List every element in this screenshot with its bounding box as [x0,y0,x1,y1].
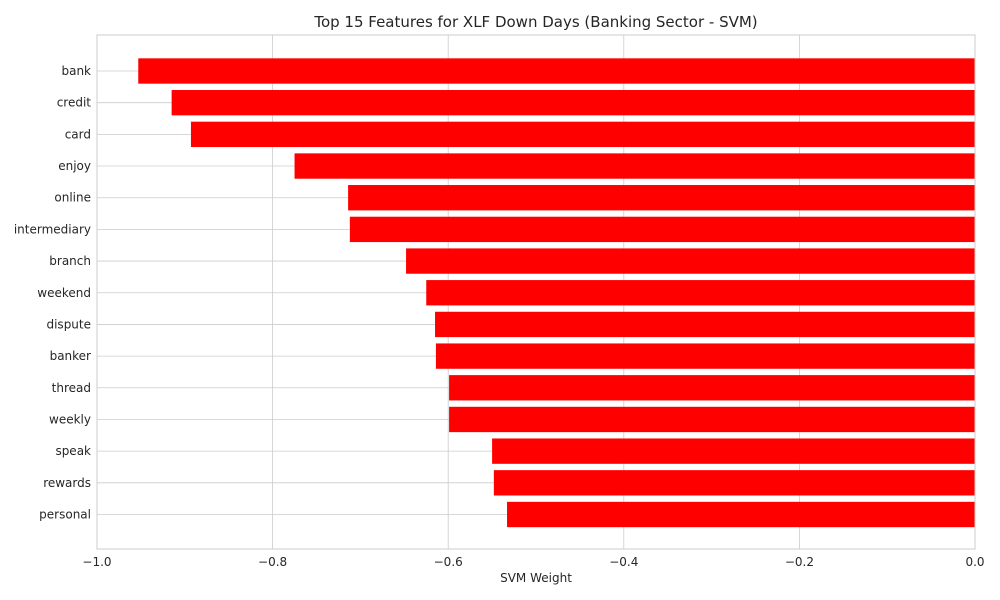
bar-bank [138,58,976,84]
y-tick-labels: bank credit card enjoy online intermediary bra… [14,64,91,522]
bar-online [348,185,975,211]
bar-banker [435,343,976,369]
bar-intermediary [349,216,975,243]
y-tick-label: credit [57,96,92,110]
y-tick-label: online [54,191,91,205]
x-tick-labels: −1.0 −0.8 −0.6 −0.4 −0.2 0.0 [82,555,984,569]
bar-personal [507,501,975,528]
x-axis-label: SVM Weight [500,571,572,585]
chart-title: Top 15 Features for XLF Down Days (Banki… [313,13,757,31]
bar-thread [449,375,975,401]
y-tick-label: bank [61,64,91,78]
y-tick-label: dispute [46,317,91,331]
y-tick-label: enjoy [58,159,91,173]
x-tick-label: −1.0 [82,555,111,569]
bar-enjoy [294,153,975,179]
y-tick-label: intermediary [14,222,91,236]
x-tick-label: 0.0 [965,555,984,569]
bar-branch [406,248,975,274]
y-tick-label: personal [39,508,91,522]
y-tick-label: thread [52,381,91,395]
plot-frame [96,34,976,550]
bar-weekend [426,280,975,306]
y-tick-label: weekend [37,286,91,300]
y-tick-label: speak [55,444,91,458]
y-tick-label: weekly [49,412,91,426]
y-tick-label: rewards [43,476,91,490]
x-tick-label: −0.6 [434,555,463,569]
bar-credit [171,90,975,116]
y-tick-label: branch [49,254,91,268]
bar-dispute [435,311,975,338]
bar-weekly [449,406,975,433]
bar-card [190,121,976,148]
x-tick-label: −0.2 [785,555,814,569]
y-tick-label: card [65,127,91,141]
bar-speak [492,438,975,464]
x-tick-label: −0.4 [609,555,638,569]
x-tick-label: −0.8 [258,555,287,569]
bar-rewards [493,470,975,496]
y-tick-label: banker [50,349,91,363]
bar-layer [138,58,976,528]
